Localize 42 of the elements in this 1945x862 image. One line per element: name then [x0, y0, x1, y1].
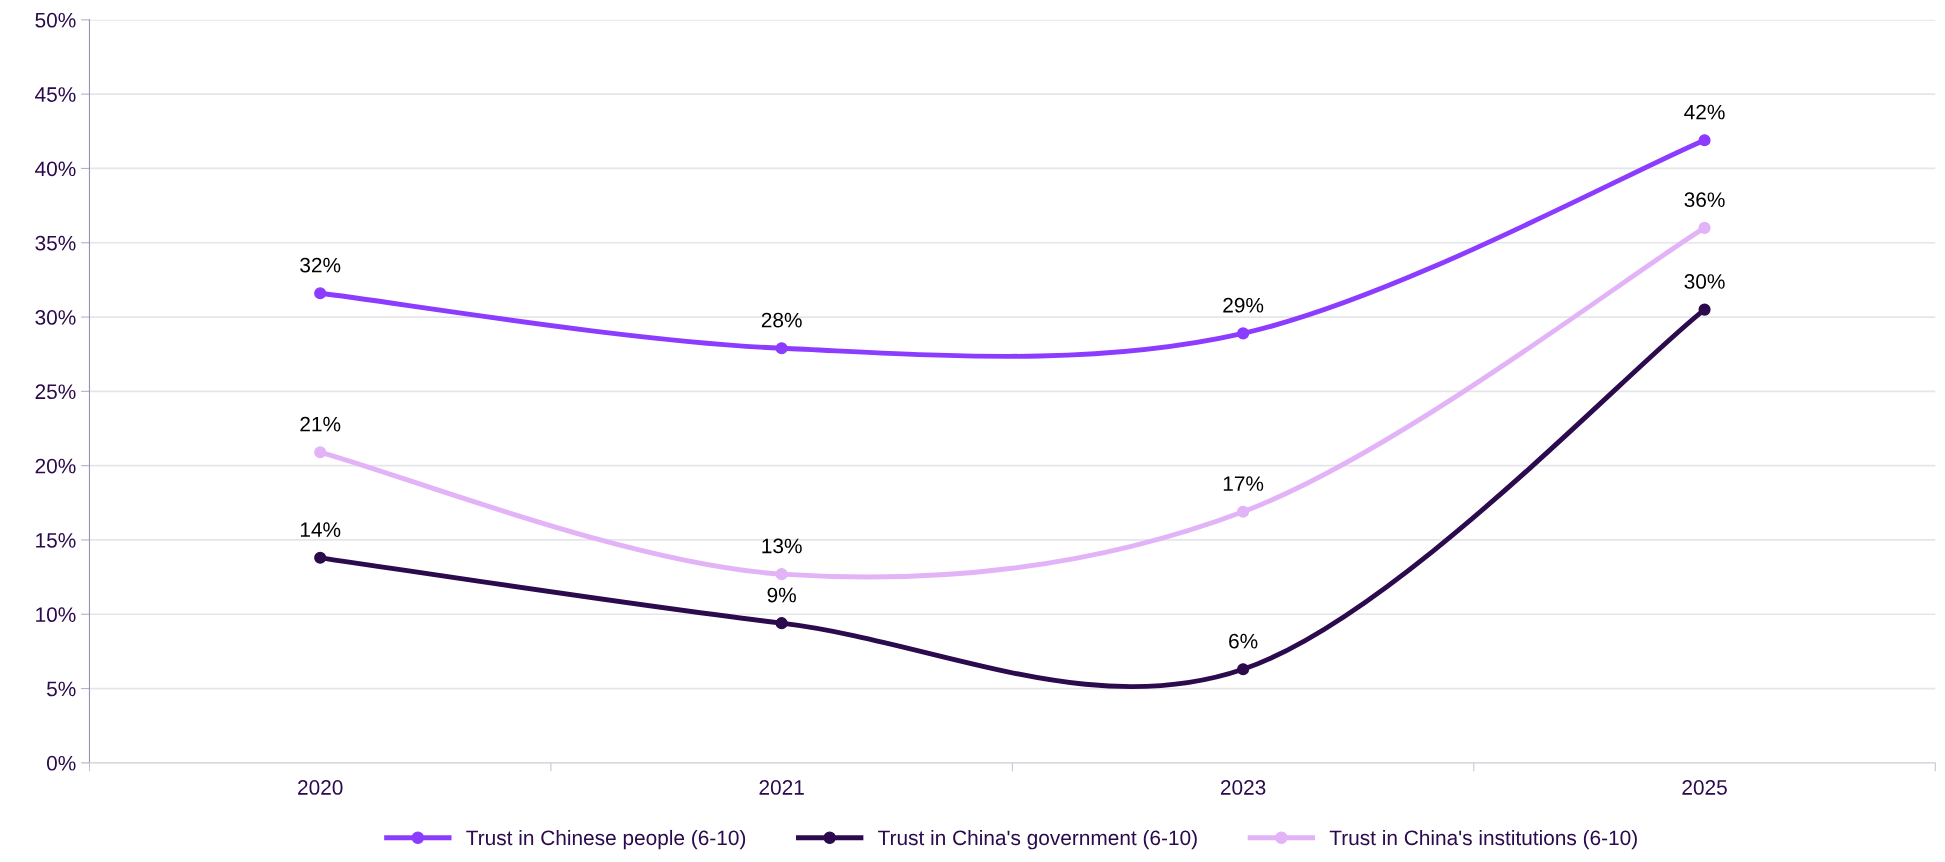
y-tick-label: 40%	[35, 161, 76, 177]
legend-label: Trust in Chinese people (6-10)	[466, 829, 746, 850]
data-label: 14%	[300, 522, 341, 537]
y-tick-label: 15%	[36, 533, 76, 548]
point	[314, 551, 327, 564]
data-label: 32%	[300, 257, 341, 273]
data-label: 17%	[1223, 476, 1264, 491]
point	[775, 617, 788, 630]
legend-label: Trust in China's institutions (6-10)	[1329, 829, 1637, 850]
data-label: 42%	[1684, 104, 1725, 120]
point	[314, 287, 327, 300]
point	[1698, 303, 1711, 316]
data-label: 30%	[1684, 274, 1725, 289]
y-tick-label: 35%	[35, 235, 76, 251]
x-tick-label: 2023	[1220, 780, 1266, 795]
point	[775, 342, 788, 355]
legend-label: Trust in China's government (6-10)	[878, 829, 1197, 850]
data-label: 21%	[300, 416, 341, 432]
y-tick-label: 50%	[35, 12, 76, 28]
y-tick-label: 25%	[35, 384, 76, 400]
data-label: 29%	[1223, 297, 1264, 313]
point	[1237, 327, 1250, 340]
point	[1237, 663, 1250, 676]
data-label: 9%	[767, 587, 796, 603]
point	[1698, 134, 1711, 147]
y-tick-label: 0%	[46, 755, 76, 771]
data-label: 36%	[1684, 192, 1725, 208]
point	[775, 568, 788, 581]
x-tick-label: 2020	[298, 780, 343, 795]
y-tick-label: 10%	[36, 607, 76, 623]
y-tick-label: 30%	[35, 310, 76, 325]
y-tick-label: 45%	[35, 87, 76, 102]
point	[1237, 505, 1250, 518]
data-label: 6%	[1229, 633, 1258, 649]
x-tick-label: 2025	[1682, 780, 1727, 795]
x-tick-label: 2021	[759, 780, 804, 795]
data-label: 28%	[761, 312, 802, 328]
point	[314, 446, 327, 459]
point	[1698, 221, 1711, 234]
y-tick-label: 5%	[47, 681, 76, 697]
y-tick-label: 20%	[35, 458, 76, 474]
data-label: 13%	[762, 538, 802, 554]
